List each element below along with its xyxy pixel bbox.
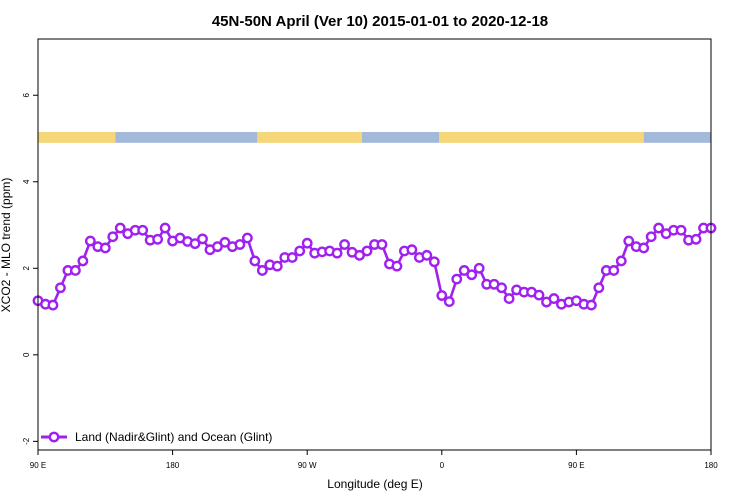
data-point (47, 299, 59, 311)
data-point (533, 289, 545, 301)
data-point (294, 245, 306, 257)
data-point (623, 235, 635, 247)
plot-area-frame (37, 38, 712, 451)
data-point (99, 242, 111, 254)
data-point (645, 231, 657, 243)
y-tick-label: 4 (22, 179, 31, 184)
strip-segment-land-2 (257, 132, 363, 143)
data-point (241, 232, 253, 244)
data-point (159, 222, 171, 234)
data-point (137, 224, 149, 236)
legend-marker-swatch (48, 431, 60, 443)
data-point (331, 247, 343, 259)
data-point (376, 239, 388, 250)
data-point (675, 224, 687, 236)
x-tick-label: 180 (704, 461, 718, 470)
data-point (443, 296, 455, 308)
data-point (406, 244, 418, 256)
x-axis-label: Longitude (deg E) (327, 477, 422, 491)
data-point (271, 260, 283, 272)
data-point (212, 241, 223, 253)
data-point (436, 290, 448, 301)
data-point (615, 255, 627, 267)
data-point (451, 273, 463, 285)
surface-type-strip (38, 132, 711, 143)
legend-label: Land (Nadir&Glint) and Ocean (Glint) (75, 430, 272, 444)
y-axis-ticks: -2 0 2 4 6 (22, 92, 38, 445)
data-point (301, 237, 313, 249)
x-tick-label: 90 E (30, 461, 46, 470)
data-point (548, 293, 560, 304)
data-point (77, 255, 89, 267)
data-point (690, 233, 702, 245)
data-point (219, 236, 231, 248)
strip-segment-land-0 (38, 132, 116, 143)
x-tick-label: 90 E (568, 461, 584, 470)
chart-legend: Land (Nadir&Glint) and Ocean (Glint) (41, 430, 272, 444)
data-points-group (32, 222, 717, 311)
data-point (585, 299, 597, 311)
chart-title: 45N-50N April (Ver 10) 2015-01-01 to 202… (212, 13, 548, 30)
y-tick-label: 2 (22, 266, 31, 271)
data-point (107, 231, 119, 243)
data-point (152, 233, 164, 245)
data-point (466, 269, 478, 281)
y-tick-label: 0 (22, 352, 31, 357)
data-point (361, 245, 373, 257)
data-point (473, 262, 485, 274)
data-point (114, 222, 126, 234)
data-point (421, 249, 433, 261)
x-tick-label: 180 (166, 461, 180, 470)
x-tick-label: 0 (440, 461, 445, 470)
data-point (256, 265, 268, 276)
strip-segment-ocean-3 (362, 132, 440, 143)
data-point (197, 233, 208, 245)
strip-segment-land-4 (439, 132, 644, 143)
data-point (354, 249, 365, 261)
data-point (234, 239, 246, 250)
data-point (84, 235, 96, 247)
y-axis-label: XCO2 - MLO trend (ppm) (0, 178, 13, 313)
data-point (55, 282, 66, 294)
data-point (638, 242, 650, 254)
data-point (496, 282, 508, 294)
data-point (189, 238, 201, 250)
data-point (608, 265, 620, 276)
data-point (653, 222, 665, 234)
strip-segment-ocean-1 (115, 132, 258, 143)
x-axis-ticks: 90 E 180 90 W 0 90 E 180 (30, 450, 718, 470)
y-tick-label: 6 (22, 92, 31, 97)
data-point (249, 255, 261, 267)
data-point (339, 239, 350, 250)
y-tick-label: -2 (22, 437, 31, 445)
data-point (593, 282, 605, 294)
x-tick-label: 90 W (298, 461, 317, 470)
data-point (428, 256, 440, 268)
strip-segment-ocean-5 (643, 132, 711, 143)
data-point (69, 265, 81, 276)
data-point (503, 293, 515, 304)
data-point (391, 260, 403, 272)
data-point (286, 252, 298, 263)
data-point (458, 265, 470, 276)
